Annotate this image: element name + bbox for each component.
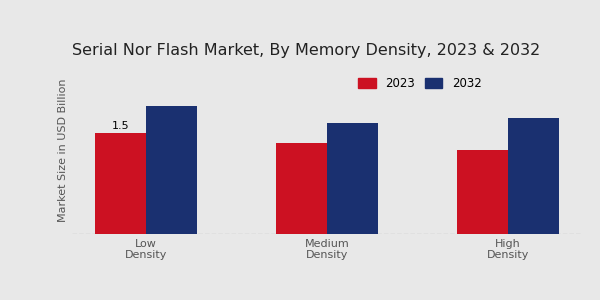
Bar [146,106,197,234]
Y-axis label: Market Size in USD Billion: Market Size in USD Billion [58,78,68,222]
Bar [276,143,327,234]
Bar [327,123,378,234]
Legend: 2023, 2032: 2023, 2032 [358,77,482,90]
Bar [508,118,559,234]
Bar [95,133,146,234]
Bar [457,150,508,234]
Text: 1.5: 1.5 [112,121,130,130]
Title: Serial Nor Flash Market, By Memory Density, 2023 & 2032: Serial Nor Flash Market, By Memory Densi… [72,43,540,58]
